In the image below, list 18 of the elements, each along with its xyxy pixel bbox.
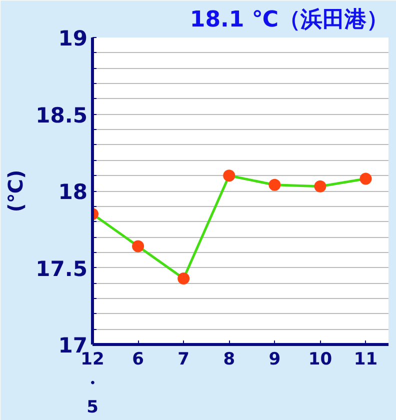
y-tick-label: 19 <box>58 26 88 50</box>
x-tick-label: 8 <box>223 350 236 370</box>
point <box>178 272 190 284</box>
point <box>132 240 144 252</box>
point <box>360 172 372 185</box>
x-tick-label: 7 <box>178 350 190 370</box>
chart-title: 18.1 ℃（浜田港） <box>190 8 389 32</box>
y-tick-label: 18.5 <box>36 103 88 128</box>
point <box>314 180 326 192</box>
x-tick-label: 10 <box>308 350 332 370</box>
y-tick-label: 18 <box>58 180 88 204</box>
point <box>223 170 236 182</box>
y-tick-label: 17.5 <box>36 256 88 281</box>
x-tick-label: 9 <box>268 350 281 370</box>
x-tick-label: 6 <box>132 350 144 370</box>
x-tick-label: 11 <box>354 350 378 370</box>
y-axis-title: (℃) <box>4 170 28 212</box>
point <box>268 178 281 191</box>
